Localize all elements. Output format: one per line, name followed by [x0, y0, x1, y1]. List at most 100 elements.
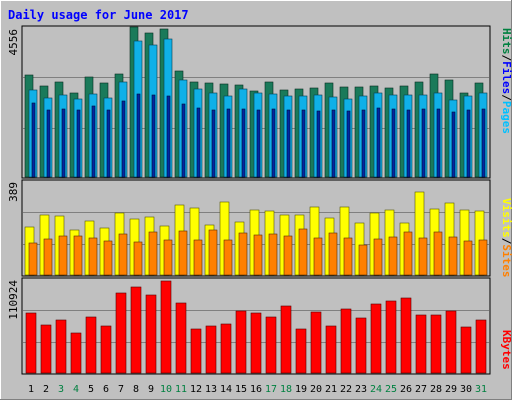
bar-kbytes-day-11: [175, 302, 187, 374]
chart-title: Daily usage for June 2017: [8, 8, 189, 22]
bar-kbytes-day-21: [325, 325, 337, 374]
bar-sites-day-28: [433, 231, 443, 276]
x-tick-label: 2: [43, 384, 49, 395]
x-tick-label: 30: [460, 384, 472, 395]
bar-kbytes-day-1: [25, 312, 37, 374]
x-tick-label: 5: [88, 384, 94, 395]
bar-sites-day-2: [43, 238, 53, 276]
x-tick-label: 26: [400, 384, 412, 395]
legend-visits-sites: Visits/Sites: [500, 198, 512, 278]
x-tick-label: 19: [295, 384, 307, 395]
x-tick-label: 11: [175, 384, 187, 395]
bar-pages-day-9: [151, 94, 156, 178]
x-tick-label: 13: [205, 384, 217, 395]
bar-sites-day-18: [283, 235, 293, 276]
bar-pages-day-10: [166, 95, 171, 178]
bar-pages-day-27: [421, 108, 426, 178]
bar-pages-day-20: [316, 110, 321, 178]
bar-sites-day-24: [373, 238, 383, 276]
legend-pages: Pages: [500, 101, 512, 134]
x-tick-label: 1: [28, 384, 34, 395]
bar-pages-day-1: [31, 102, 36, 178]
x-tick-label: 31: [475, 384, 487, 395]
bar-sites-day-19: [298, 228, 308, 276]
bar-pages-day-26: [406, 109, 411, 178]
bar-kbytes-day-12: [190, 328, 202, 374]
x-tick-label: 4: [73, 384, 79, 395]
bar-pages-day-4: [76, 109, 81, 178]
bar-pages-day-18: [286, 109, 291, 178]
bar-sites-day-27: [418, 237, 428, 276]
bar-pages-day-28: [436, 108, 441, 178]
x-tick-label: 8: [133, 384, 139, 395]
bar-kbytes-day-27: [415, 314, 427, 374]
legend-hits-files-pages: Hits/Files/Pages: [500, 28, 512, 134]
bar-pages-day-15: [241, 108, 246, 178]
bar-kbytes-day-16: [250, 312, 262, 374]
bar-kbytes-day-8: [130, 286, 142, 374]
bar-sites-day-26: [403, 231, 413, 276]
bar-kbytes-day-18: [280, 305, 292, 374]
bar-kbytes-day-10: [160, 280, 172, 374]
legend-visits: Visits: [500, 198, 512, 238]
bar-kbytes-day-19: [295, 328, 307, 374]
bar-kbytes-day-26: [400, 297, 412, 374]
bar-pages-day-12: [196, 107, 201, 178]
bar-pages-day-14: [226, 108, 231, 178]
x-tick-label: 29: [445, 384, 457, 395]
x-tick-label: 28: [430, 384, 442, 395]
legend-sites: Sites: [500, 244, 512, 277]
bar-sites-day-10: [163, 239, 173, 276]
x-tick-label: 25: [385, 384, 397, 395]
bar-kbytes-day-23: [355, 317, 367, 374]
bar-kbytes-day-5: [85, 316, 97, 374]
bar-sites-day-4: [73, 235, 83, 276]
bar-pages-day-22: [346, 110, 351, 178]
x-tick-label: 10: [160, 384, 172, 395]
bar-kbytes-day-9: [145, 294, 157, 374]
x-tick-label: 24: [370, 384, 382, 395]
bar-kbytes-day-20: [310, 311, 322, 374]
bar-sites-day-3: [58, 235, 68, 276]
bar-kbytes-day-25: [385, 300, 397, 374]
bar-pages-day-21: [331, 109, 336, 178]
x-tick-label: 6: [103, 384, 109, 395]
bar-kbytes-day-13: [205, 325, 217, 374]
bar-pages-day-17: [271, 108, 276, 178]
bar-pages-day-8: [136, 93, 141, 178]
bar-pages-day-25: [391, 108, 396, 178]
bar-sites-day-23: [358, 244, 368, 276]
bar-sites-day-1: [28, 242, 38, 276]
bar-pages-day-19: [301, 109, 306, 178]
legend-files: Files: [500, 61, 512, 94]
x-axis-day-labels: 1 2 3 4 5 6 7 8 9 10 11 12 13 14 15 16 17 18 19 20 21 22 23 24 2…: [28, 384, 487, 395]
x-tick-label: 23: [355, 384, 367, 395]
bar-pages-day-13: [211, 109, 216, 178]
bar-kbytes-day-24: [370, 303, 382, 374]
x-tick-label: 22: [340, 384, 352, 395]
bar-kbytes-day-2: [40, 324, 52, 374]
bar-sites-day-31: [478, 239, 488, 276]
x-tick-label: 27: [415, 384, 427, 395]
legend-sep: /: [500, 238, 512, 245]
bar-kbytes-day-7: [115, 292, 127, 374]
bar-sites-day-22: [343, 237, 353, 276]
bar-sites-day-9: [148, 231, 158, 276]
bar-sites-day-30: [463, 240, 473, 276]
bar-pages-day-16: [256, 109, 261, 178]
x-tick-label: 20: [310, 384, 322, 395]
bar-marks: [24, 26, 488, 374]
bar-pages-day-24: [376, 107, 381, 178]
bar-sites-day-21: [328, 232, 338, 276]
bar-pages-day-7: [121, 100, 126, 178]
x-tick-label: 17: [265, 384, 277, 395]
x-tick-label: 18: [280, 384, 292, 395]
bar-sites-day-5: [88, 237, 98, 276]
bar-sites-day-14: [223, 239, 233, 276]
x-tick-label: 15: [235, 384, 247, 395]
x-tick-label: 3: [58, 384, 64, 395]
legend-sep: /: [500, 55, 512, 62]
bar-kbytes-day-30: [460, 326, 472, 374]
